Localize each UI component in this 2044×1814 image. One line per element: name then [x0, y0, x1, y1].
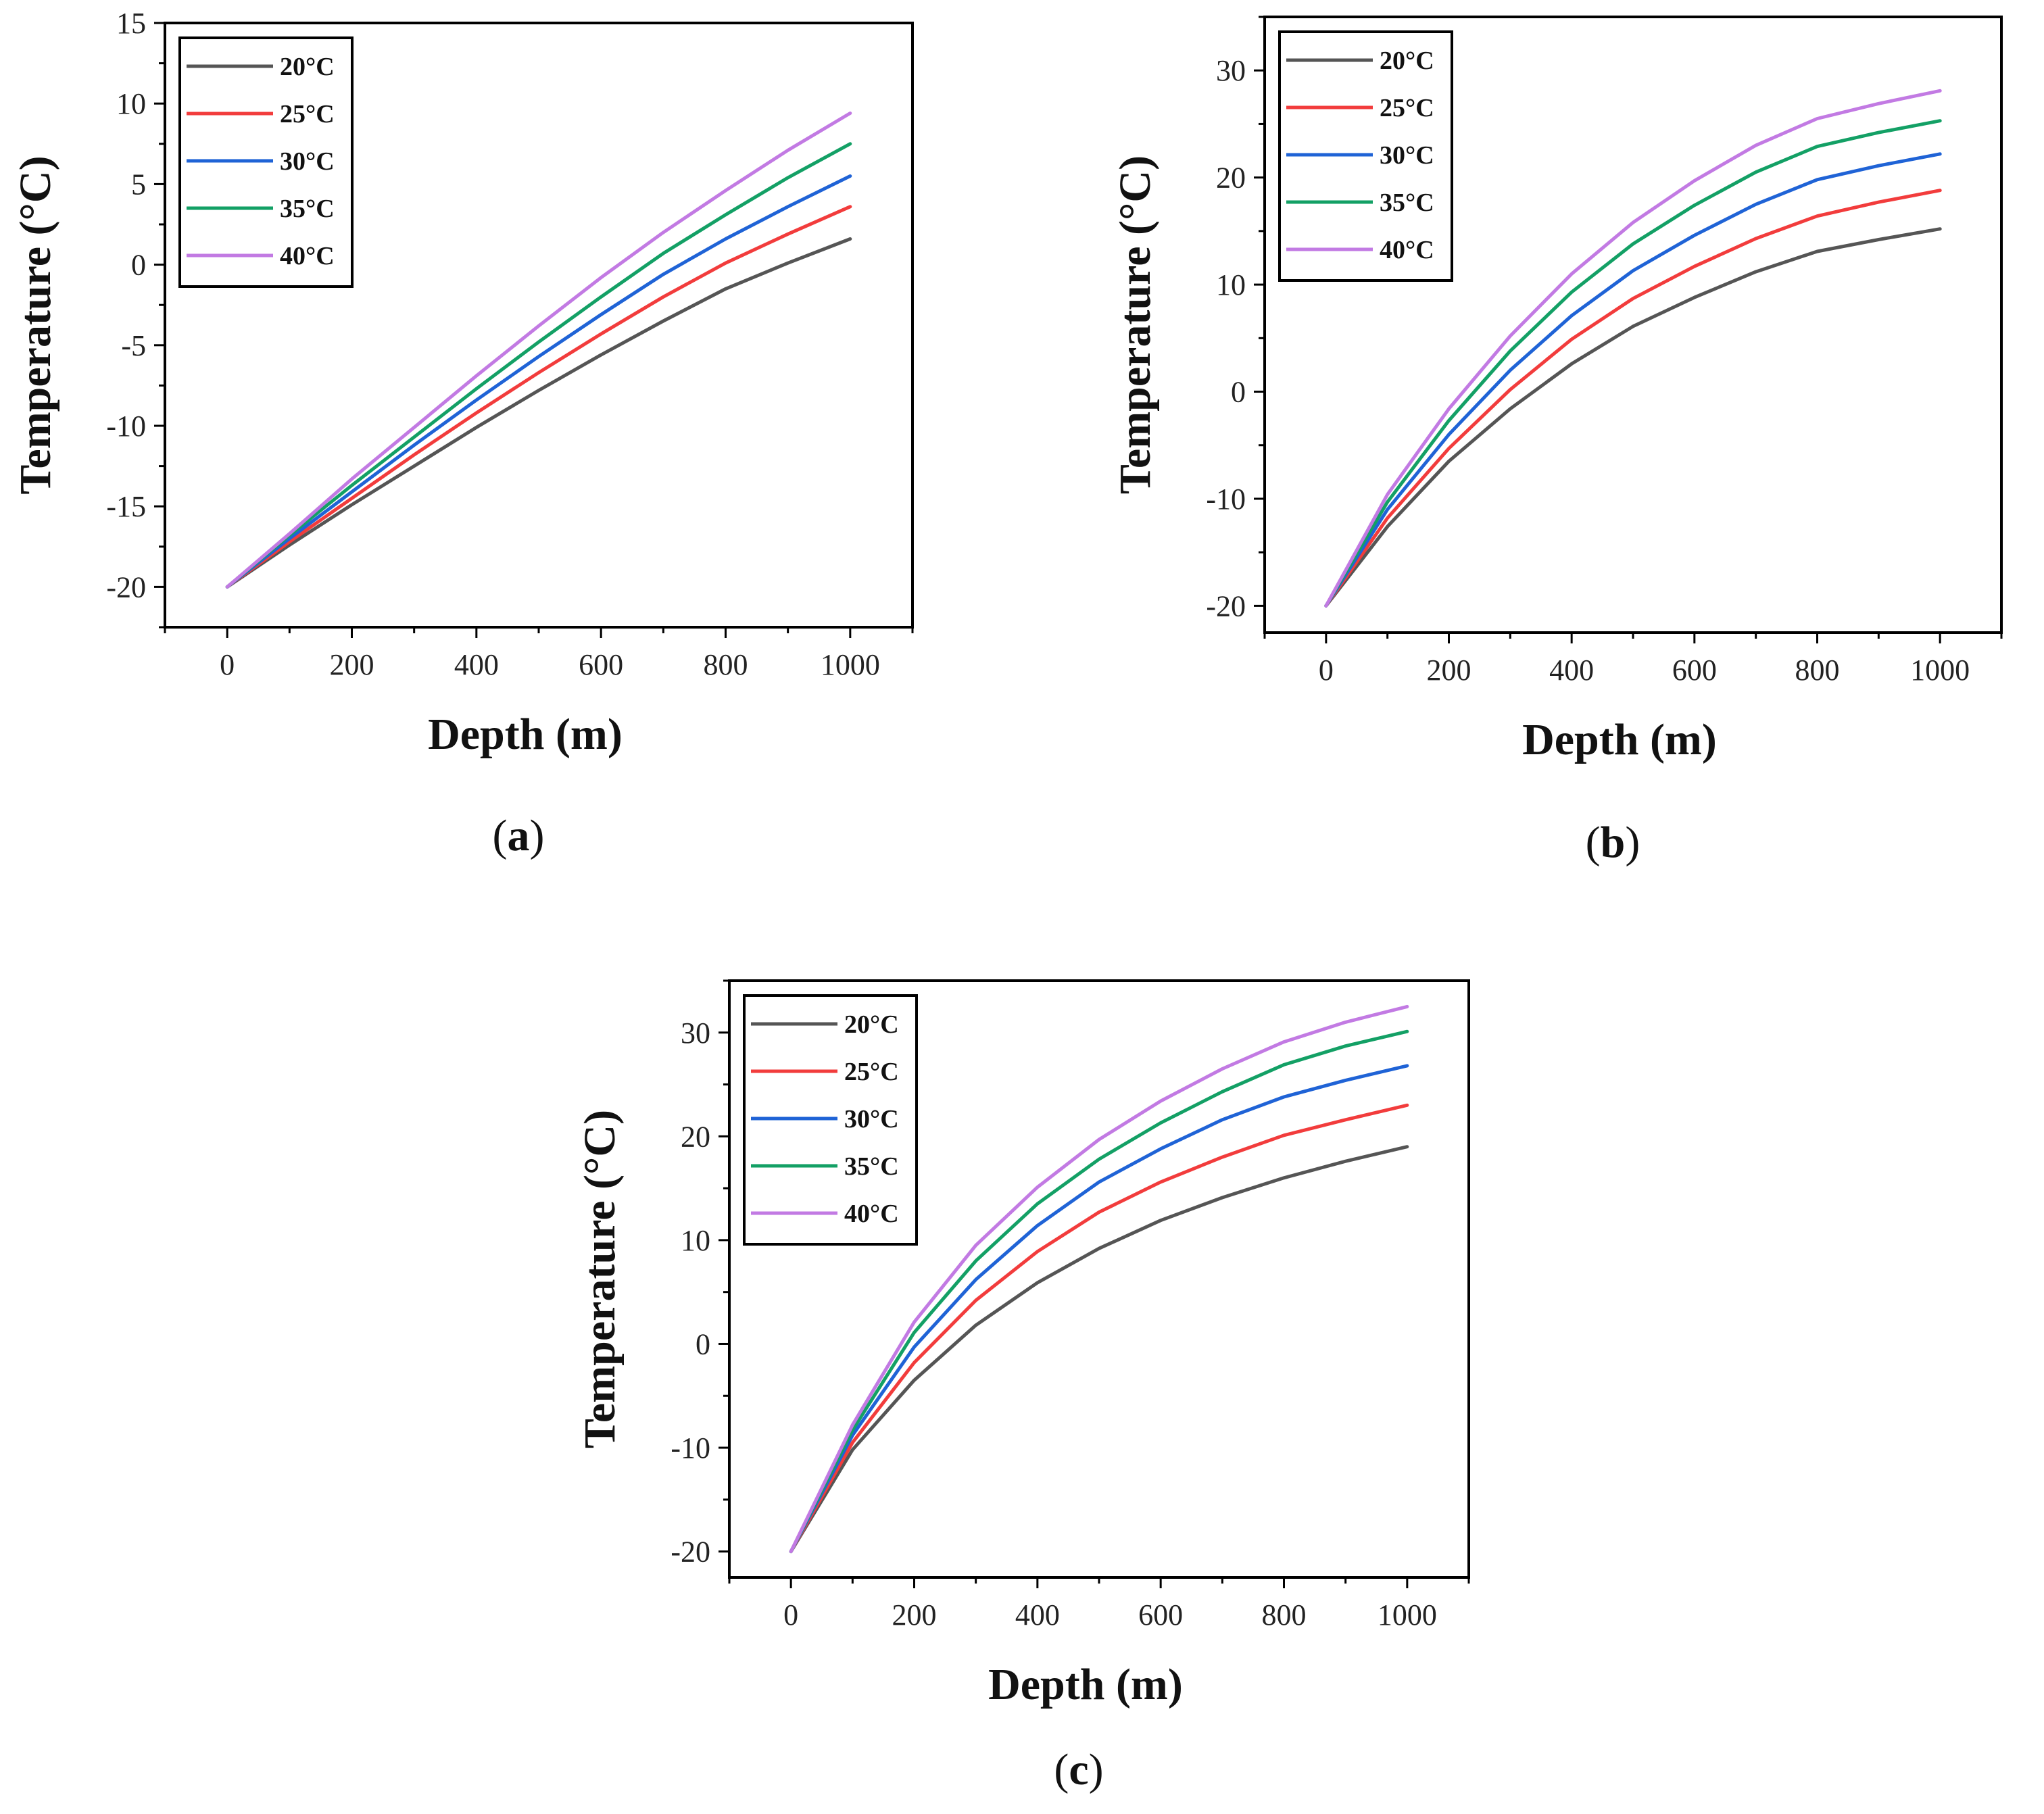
series-line-20 — [1324, 227, 1942, 608]
series-line-25 — [1324, 189, 1942, 608]
x-tick-label: 0 — [220, 648, 235, 681]
y-tick-label: 30 — [681, 1016, 710, 1050]
legend: 20°C 25°C 30°C 35°C 40°C — [178, 36, 354, 288]
y-tick-label: 0 — [696, 1327, 710, 1360]
y-axis-title: Temperature (°C) — [575, 1110, 625, 1448]
legend-label: 20°C — [844, 1010, 899, 1039]
series-line-20 — [225, 237, 852, 589]
y-tick-label: -20 — [1206, 589, 1246, 622]
series-line-35 — [1324, 119, 1942, 608]
y-tick-label: 20 — [681, 1120, 710, 1153]
x-tick-label: 1000 — [1378, 1598, 1437, 1632]
x-tick-label: 200 — [1427, 654, 1471, 687]
x-tick-label: 0 — [783, 1598, 798, 1632]
x-axis-title: Depth (m) — [428, 710, 623, 759]
legend-label: 30°C — [1380, 141, 1434, 170]
legend-label: 20°C — [280, 53, 335, 81]
legend-label: 40°C — [844, 1200, 899, 1228]
y-tick-label: 0 — [1231, 376, 1246, 409]
x-tick-label: 200 — [330, 648, 374, 681]
legend-label: 25°C — [844, 1058, 899, 1086]
x-tick-label: 200 — [892, 1598, 937, 1632]
y-tick-label: -15 — [106, 490, 146, 523]
y-tick-label: -10 — [106, 410, 146, 443]
x-tick-label: 1000 — [1910, 654, 1970, 687]
legend-label: 40°C — [1380, 236, 1434, 264]
series-line-35 — [789, 1029, 1409, 1554]
y-tick-label: -20 — [106, 570, 146, 604]
series-line-25 — [789, 1103, 1409, 1554]
panel-caption: (b) — [1586, 818, 1640, 867]
x-tick-label: 400 — [454, 648, 499, 681]
y-tick-label: -10 — [671, 1431, 710, 1465]
legend-label: 30°C — [844, 1105, 899, 1133]
y-axis-title: Temperature (°C) — [1111, 155, 1160, 494]
series-line-40 — [225, 112, 852, 589]
panel-caption: (c) — [1054, 1745, 1103, 1794]
x-tick-label: 400 — [1549, 654, 1594, 687]
x-tick-label: 1000 — [821, 648, 880, 681]
x-tick-label: 800 — [1262, 1598, 1307, 1632]
y-tick-label: -10 — [1206, 483, 1246, 516]
chart-panel-a: 0 200 400 600 800 1000 -20 -15 -10 -5 0 5 10 15 20°C 25… — [11, 7, 914, 860]
series-line-40 — [1324, 89, 1942, 608]
y-tick-label: 30 — [1216, 54, 1246, 87]
legend-label: 40°C — [280, 242, 335, 270]
series-line-35 — [225, 142, 852, 589]
x-tick-label: 600 — [1138, 1598, 1183, 1632]
chart-panel-c: 0 200 400 600 800 1000 -20 -10 0 10 20 30 20°C 25°C 30… — [575, 979, 1470, 1794]
series-line-40 — [789, 1004, 1409, 1554]
panel-caption: (a) — [493, 811, 545, 860]
legend-label: 30°C — [280, 147, 335, 176]
y-tick-label: 5 — [131, 168, 146, 201]
legend-label: 35°C — [1380, 189, 1434, 217]
y-tick-label: 0 — [131, 249, 146, 282]
y-tick-label: 10 — [1216, 268, 1246, 301]
x-tick-label: 800 — [1795, 654, 1840, 687]
chart-panel-b: 0 200 400 600 800 1000 -20 -10 0 10 20 30 20°C 25°C 30… — [1111, 16, 2003, 867]
series-line-20 — [789, 1145, 1409, 1554]
x-axis-title: Depth (m) — [988, 1660, 1183, 1709]
y-tick-label: 20 — [1216, 162, 1246, 195]
y-tick-label: 10 — [116, 87, 146, 120]
x-tick-label: 0 — [1319, 654, 1334, 687]
y-tick-label: 15 — [116, 7, 146, 40]
x-tick-label: 800 — [704, 648, 748, 681]
series-line-30 — [1324, 152, 1942, 608]
legend-label: 35°C — [844, 1152, 899, 1181]
legend-label: 25°C — [280, 100, 335, 128]
y-tick-label: -20 — [671, 1536, 710, 1569]
series-line-30 — [789, 1064, 1409, 1554]
series-line-30 — [225, 174, 852, 589]
legend-label: 20°C — [1380, 47, 1434, 75]
x-tick-label: 600 — [579, 648, 623, 681]
x-tick-label: 600 — [1672, 654, 1717, 687]
legend-label: 25°C — [1380, 94, 1434, 122]
y-tick-label: -5 — [121, 329, 146, 362]
legend: 20°C 25°C 30°C 35°C 40°C — [743, 994, 918, 1246]
y-tick-label: 10 — [681, 1224, 710, 1257]
x-axis-title: Depth (m) — [1522, 715, 1717, 764]
x-tick-label: 400 — [1015, 1598, 1060, 1632]
series-line-25 — [225, 205, 852, 589]
legend: 20°C 25°C 30°C 35°C 40°C — [1278, 30, 1453, 282]
y-axis-title: Temperature (°C) — [11, 155, 60, 494]
legend-label: 35°C — [280, 195, 335, 223]
